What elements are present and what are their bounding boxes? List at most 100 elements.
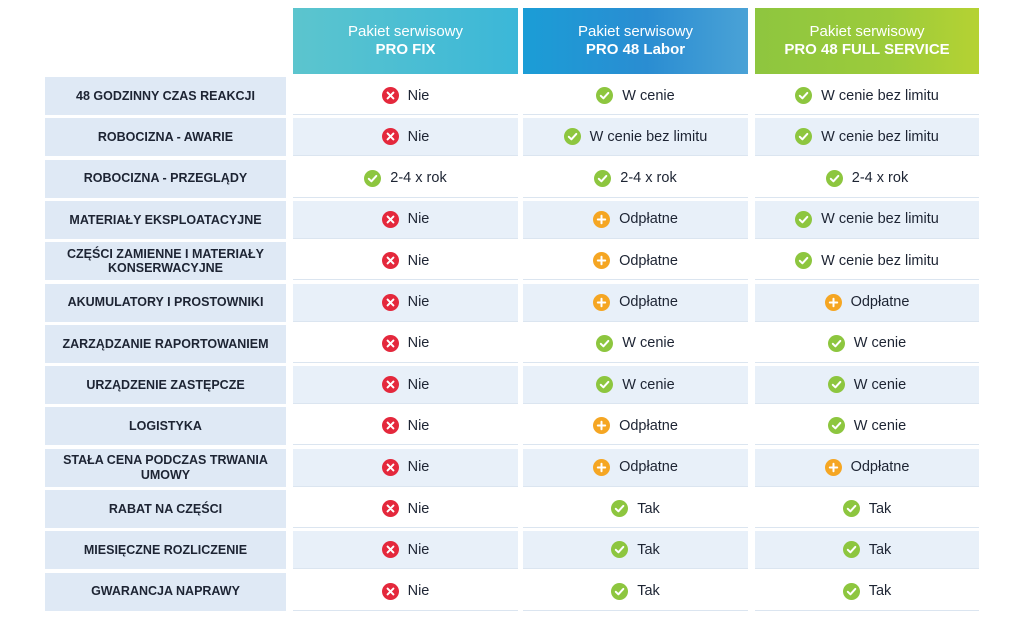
row-label: URZĄDZENIE ZASTĘPCZE [45, 366, 286, 405]
cell-value: Odpłatne [850, 459, 910, 476]
plus-circle-icon [593, 252, 611, 270]
table-cell: Nie [293, 572, 518, 611]
cell-value: Tak [637, 583, 660, 600]
table-row: GWARANCJA NAPRAWY Nie Tak Tak [0, 572, 1024, 611]
cell-value: W cenie bez limitu [821, 211, 939, 228]
table-cell: W cenie bez limitu [755, 118, 979, 157]
cell-value: Odpłatne [619, 252, 678, 269]
cell-value: Tak [868, 541, 892, 558]
table-cell: Tak [755, 572, 979, 611]
table-row: STAŁA CENA PODCZAS TRWANIA UMOWY Nie Odpła… [0, 448, 1024, 487]
cell-value: W cenie [853, 417, 907, 434]
table-cell: Nie [293, 407, 518, 446]
table-cell: Odpłatne [755, 448, 979, 487]
table-cell: W cenie [523, 324, 748, 363]
table-cell: 2-4 x rok [755, 159, 979, 198]
table-row: MIESIĘCZNE ROZLICZENIE Nie Tak Tak [0, 531, 1024, 570]
check-circle-icon [827, 376, 845, 394]
column-header-title: PRO FIX [375, 41, 436, 58]
table-cell: 2-4 x rok [293, 159, 518, 198]
table-cell: Nie [293, 324, 518, 363]
cell-value: 2-4 x rok [851, 170, 909, 187]
table-cell: W cenie [523, 77, 748, 115]
cell-value: W cenie [622, 376, 675, 393]
column-header-subtitle: Pakiet serwisowy [347, 23, 464, 40]
column-header-title: PRO 48 FULL SERVICE [784, 41, 950, 58]
cell-value: Tak [868, 500, 892, 517]
table-row: RABAT NA CZĘŚCI Nie Tak Tak [0, 490, 1024, 528]
table-cell: Odpłatne [523, 200, 748, 239]
x-circle-icon [381, 376, 399, 394]
column-header-subtitle: Pakiet serwisowy [577, 23, 694, 40]
check-circle-icon [842, 541, 860, 559]
x-circle-icon [381, 582, 399, 600]
table-cell: Tak [523, 572, 748, 611]
plus-circle-icon [824, 293, 842, 311]
table-row: 48 GODZINNY CZAS REAKCJI Nie W cenie W ceni… [0, 77, 1024, 115]
cell-value: Nie [407, 376, 430, 393]
table-cell: W cenie bez limitu [523, 118, 748, 157]
table-cell: Nie [293, 490, 518, 528]
table-cell: Nie [293, 531, 518, 570]
table-cell: Nie [293, 77, 518, 115]
table-cell: Odpłatne [523, 448, 748, 487]
cell-value: Odpłatne [619, 417, 678, 434]
check-circle-icon [364, 169, 382, 187]
plus-circle-icon [593, 417, 611, 435]
cell-value: 2-4 x rok [390, 170, 447, 187]
table-cell: Nie [293, 118, 518, 157]
row-label: RABAT NA CZĘŚCI [45, 490, 286, 528]
cell-value: W cenie [622, 87, 675, 104]
table-row: MATERIAŁY EKSPLOATACYJNE Nie Odpłatne W cen… [0, 200, 1024, 239]
table-row: ROBOCIZNA - PRZEGLĄDY 2-4 x rok 2-4 x rok 2… [0, 159, 1024, 198]
cell-value: Nie [407, 541, 430, 558]
cell-value: Tak [868, 583, 892, 600]
table-cell: W cenie [755, 407, 979, 446]
table-row: LOGISTYKA Nie Odpłatne W cenie [0, 407, 1024, 446]
table-cell: Tak [755, 531, 979, 570]
cell-value: Odpłatne [619, 294, 678, 310]
cell-value: W cenie bez limitu [589, 128, 708, 145]
table-cell: W cenie bez limitu [755, 242, 979, 281]
column-header-pro-48-labor: Pakiet serwisowy PRO 48 Labor [523, 8, 748, 74]
cell-value: Tak [637, 500, 660, 517]
cell-value: Nie [407, 417, 430, 434]
table-row: CZĘŚCI ZAMIENNE I MATERIAŁY KONSERWACYJN… [0, 242, 1024, 281]
x-circle-icon [381, 417, 399, 435]
row-label: STAŁA CENA PODCZAS TRWANIA UMOWY [45, 448, 286, 487]
cell-value: 2-4 x rok [620, 170, 677, 187]
x-circle-icon [381, 293, 399, 311]
check-circle-icon [611, 500, 629, 517]
check-circle-icon [563, 128, 581, 146]
row-label: MIESIĘCZNE ROZLICZENIE [45, 531, 286, 570]
cell-value: Nie [407, 459, 430, 476]
row-label: GWARANCJA NAPRAWY [45, 572, 286, 611]
table-cell: Nie [293, 448, 518, 487]
x-circle-icon [381, 541, 399, 559]
table-cell: Odpłatne [523, 242, 748, 281]
column-header-pro-fix: Pakiet serwisowy PRO FIX [293, 8, 518, 74]
table-cell: Odpłatne [523, 283, 748, 322]
column-header-subtitle: Pakiet serwisowy [809, 23, 925, 40]
cell-value: Nie [407, 583, 430, 600]
x-circle-icon [381, 128, 399, 146]
table-cell: Nie [293, 242, 518, 281]
table-cell: Tak [523, 490, 748, 528]
x-circle-icon [381, 210, 399, 228]
cell-value: Odpłatne [619, 211, 678, 228]
cell-value: Odpłatne [850, 294, 910, 310]
table-cell: Nie [293, 366, 518, 405]
table-cell: W cenie bez limitu [755, 200, 979, 239]
x-circle-icon [381, 87, 399, 104]
cell-value: Nie [407, 335, 430, 352]
x-circle-icon [381, 334, 399, 352]
table-cell: W cenie bez limitu [755, 77, 979, 115]
table-cell: 2-4 x rok [523, 159, 748, 198]
table-cell: Odpłatne [755, 283, 979, 322]
plus-circle-icon [593, 293, 611, 311]
check-circle-icon [827, 417, 845, 435]
check-circle-icon [795, 87, 813, 104]
cell-value: W cenie [853, 335, 907, 352]
column-header-title: PRO 48 Labor [585, 41, 686, 58]
x-circle-icon [381, 458, 399, 476]
